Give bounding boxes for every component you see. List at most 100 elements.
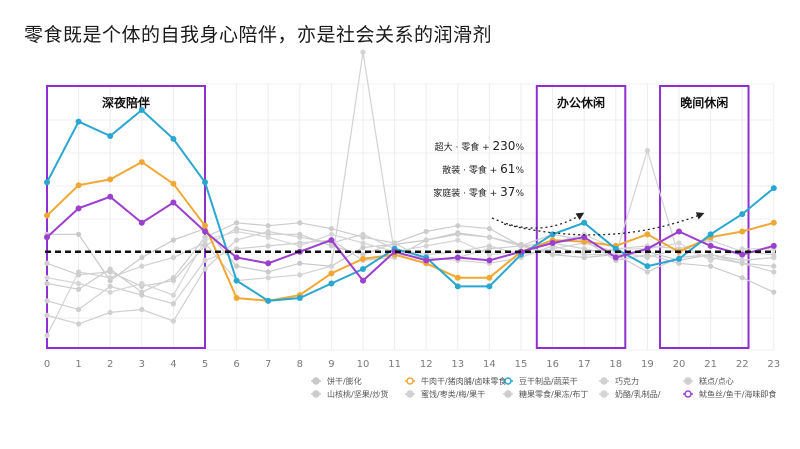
data-point: [76, 231, 82, 237]
data-point: [170, 199, 177, 206]
x-tick-label: 1: [75, 359, 81, 370]
legend: 饼干/膨化 牛肉干/猪肉脯/卤味零食 豆干制品/蔬菜干 巧克力 糕点/点心山核桃/坚果/…: [311, 376, 776, 399]
data-point: [486, 246, 492, 252]
x-tick-label: 8: [297, 359, 303, 370]
data-point: [296, 294, 303, 301]
data-point: [234, 237, 240, 243]
data-point: [44, 332, 50, 339]
data-point: [423, 243, 429, 249]
x-tick-label: 22: [736, 359, 749, 370]
data-point: [328, 237, 335, 244]
legend-item: 奶酪/乳制品/: [599, 389, 661, 399]
data-point: [297, 260, 303, 266]
data-point: [107, 289, 113, 295]
data-point: [234, 246, 240, 252]
data-point: [139, 289, 145, 295]
annotation-text: 家庭装 · 零食 + 37%: [433, 185, 524, 199]
x-tick-label: 17: [578, 359, 591, 370]
data-point: [518, 243, 524, 249]
data-point: [75, 205, 82, 212]
legend-item: 山核桃/坚果/炒货: [311, 389, 388, 399]
data-point: [76, 306, 82, 313]
data-point: [202, 179, 208, 186]
highlight-box: [659, 85, 750, 349]
legend-swatch-marker: [600, 390, 608, 398]
legend-label: 鱿鱼丝/鱼干/海味即食: [699, 389, 776, 399]
data-point: [107, 193, 114, 200]
highlight-bands: 深夜陪伴 办公休闲 晚间休闲: [46, 85, 750, 349]
data-point: [297, 220, 303, 226]
data-point: [234, 263, 240, 269]
data-point: [328, 243, 334, 249]
data-point: [170, 135, 177, 142]
x-tick-label: 0: [44, 359, 50, 370]
data-point: [455, 223, 461, 229]
data-point: [138, 159, 145, 166]
legend-label: 牛肉干/猪肉脯/卤味零食: [421, 376, 506, 386]
data-point: [550, 246, 556, 252]
x-tick-label: 3: [139, 359, 145, 370]
data-point: [107, 283, 113, 289]
highlight-box: [535, 85, 627, 349]
legend-label: 山核桃/坚果/炒货: [327, 389, 388, 399]
data-point: [328, 225, 334, 232]
data-point: [233, 277, 240, 284]
data-point: [360, 277, 366, 284]
x-tick-label: 18: [609, 359, 622, 370]
data-point: [234, 220, 240, 226]
data-point: [138, 219, 145, 226]
data-point: [202, 266, 208, 272]
data-point: [486, 251, 492, 258]
legend-label: 饼干/膨化: [327, 376, 362, 386]
data-point: [708, 263, 714, 269]
data-point: [265, 269, 271, 275]
data-point: [44, 234, 50, 241]
data-point: [707, 231, 714, 238]
data-point: [44, 280, 50, 287]
data-point: [391, 248, 398, 255]
data-point: [265, 234, 271, 240]
legend-label: 豆干制品/蔬菜干: [519, 376, 578, 386]
data-point: [644, 269, 651, 275]
highlight-label: 办公休闲: [557, 95, 605, 110]
data-point: [644, 147, 651, 154]
series-line: [47, 227, 774, 282]
data-point: [360, 244, 366, 250]
data-point: [170, 237, 176, 243]
data-point: [297, 243, 303, 249]
data-point: [455, 237, 461, 243]
data-point: [549, 231, 556, 238]
data-point: [202, 222, 208, 229]
data-point: [676, 240, 682, 246]
legend-label: 糕点/点心: [699, 376, 734, 386]
data-point: [770, 242, 777, 249]
data-point: [233, 294, 240, 301]
data-point: [423, 237, 429, 243]
highlight-label: 深夜陪伴: [102, 95, 150, 110]
data-point: [107, 269, 113, 275]
legend-item: 巧克力: [599, 376, 639, 386]
x-tick-label: 7: [265, 359, 271, 370]
legend-label: 奶酪/乳制品/: [615, 389, 661, 399]
data-point: [770, 219, 777, 226]
data-point: [297, 272, 303, 278]
data-point: [612, 245, 619, 252]
data-point: [44, 212, 50, 219]
data-point: [486, 234, 492, 240]
data-point: [44, 260, 50, 266]
data-point: [454, 254, 461, 261]
data-point: [202, 228, 208, 235]
data-point: [360, 251, 366, 258]
data-point: [739, 260, 745, 266]
legend-item: 饼干/膨化: [311, 376, 362, 386]
data-point: [44, 312, 50, 318]
data-point: [107, 133, 114, 140]
series-line: [46, 195, 775, 283]
data-point: [739, 211, 746, 218]
data-point: [581, 234, 588, 241]
data-point: [360, 240, 366, 246]
data-point: [708, 251, 714, 258]
x-tick-label: 10: [357, 359, 370, 370]
data-point: [360, 266, 366, 273]
